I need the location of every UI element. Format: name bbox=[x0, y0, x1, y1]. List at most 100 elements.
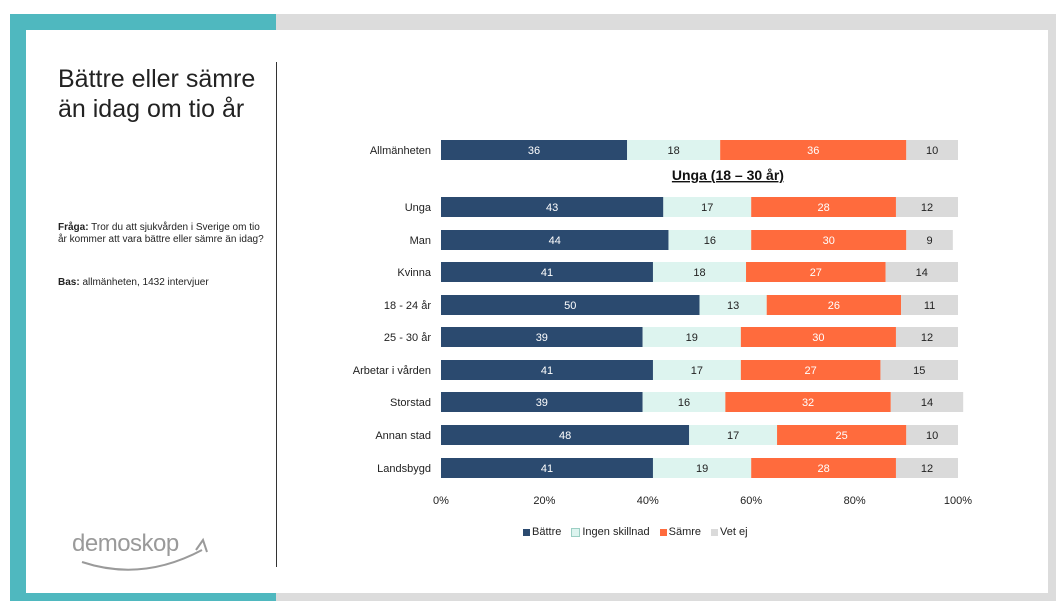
bar-segment bbox=[766, 295, 902, 315]
stacked-bar-chart: Unga (18 – 30 år) Allmänheten 36 18 36 10 Unga… bbox=[353, 140, 972, 507]
data-label: 15 bbox=[913, 365, 925, 377]
bar-segment bbox=[441, 295, 700, 315]
data-label: 48 bbox=[559, 430, 571, 442]
data-label: 27 bbox=[810, 267, 822, 279]
data-label: 50 bbox=[564, 300, 576, 312]
data-label: 19 bbox=[686, 332, 698, 344]
bar-segment bbox=[906, 230, 953, 250]
bar-segment bbox=[895, 197, 958, 217]
base-label: Bas: bbox=[58, 277, 80, 288]
bar-segment bbox=[441, 230, 669, 250]
bar-segment bbox=[441, 140, 628, 160]
bar-segment bbox=[751, 230, 907, 250]
category-label: Arbetar i vården bbox=[353, 365, 431, 377]
bar-segment bbox=[751, 197, 896, 217]
data-label: 41 bbox=[541, 267, 553, 279]
data-label: 26 bbox=[828, 300, 840, 312]
bar-segment bbox=[663, 197, 752, 217]
legend-swatch bbox=[571, 527, 581, 537]
category-label: Annan stad bbox=[375, 430, 431, 442]
legend-label: Ingen skillnad bbox=[582, 526, 650, 538]
legend-swatch bbox=[659, 528, 667, 536]
bar-segment bbox=[885, 262, 958, 282]
vertical-divider bbox=[276, 62, 277, 567]
data-label: 41 bbox=[541, 463, 553, 475]
data-label: 19 bbox=[696, 463, 708, 475]
data-label: 17 bbox=[727, 430, 739, 442]
x-tick-label: 80% bbox=[844, 495, 866, 507]
x-tick-label: 0% bbox=[433, 495, 449, 507]
data-label: 43 bbox=[546, 202, 558, 214]
bar-segment bbox=[720, 140, 907, 160]
bar-segment bbox=[777, 425, 907, 445]
legend-item: Ingen skillnad bbox=[571, 526, 650, 538]
legend-label: Sämre bbox=[668, 526, 702, 538]
base-text: allmänheten, 1432 intervjuer bbox=[82, 277, 209, 288]
question-block: Fråga: Tror du att sjukvården i Sverige … bbox=[58, 222, 268, 246]
category-label: 25 - 30 år bbox=[384, 332, 431, 344]
bar-segment bbox=[642, 392, 726, 412]
category-label: Allmänheten bbox=[370, 145, 431, 157]
base-block: Bas: allmänheten, 1432 intervjuer bbox=[58, 277, 268, 289]
question-label: Fråga: bbox=[58, 222, 89, 233]
data-label: 14 bbox=[916, 267, 928, 279]
bar-segment bbox=[642, 327, 741, 347]
slide-title: Bättre eller sämre än idag om tio år bbox=[58, 65, 256, 123]
data-label: 10 bbox=[926, 430, 938, 442]
data-label: 39 bbox=[536, 332, 548, 344]
data-label: 27 bbox=[805, 365, 817, 377]
data-label: 36 bbox=[528, 145, 540, 157]
bar-segment bbox=[652, 262, 747, 282]
group-heading: Unga (18 – 30 år) bbox=[672, 167, 784, 183]
bar-segment bbox=[441, 327, 643, 347]
question-text: Tror du att sjukvården i Sverige om tio … bbox=[58, 222, 264, 245]
data-label: 30 bbox=[823, 235, 835, 247]
data-label: 17 bbox=[701, 202, 713, 214]
bar-segment bbox=[751, 458, 896, 478]
bar-segment bbox=[441, 425, 690, 445]
data-label: 10 bbox=[926, 145, 938, 157]
bar-segment bbox=[699, 295, 767, 315]
data-label: 13 bbox=[727, 300, 739, 312]
legend-swatch bbox=[523, 528, 530, 536]
chart-legend: Bättre Ingen skillnad Sämre Vet ej bbox=[523, 526, 748, 538]
bar-segment bbox=[441, 262, 653, 282]
category-label: Storstad bbox=[390, 397, 431, 409]
bar-segment bbox=[441, 197, 664, 217]
data-label: 12 bbox=[921, 463, 933, 475]
legend-label: Bättre bbox=[532, 526, 562, 538]
bar-segment bbox=[906, 140, 958, 160]
data-label: 11 bbox=[924, 300, 935, 312]
bar-segment bbox=[880, 360, 958, 380]
data-label: 28 bbox=[817, 202, 829, 214]
frame-border-top bbox=[276, 14, 1056, 30]
legend-item: Bättre bbox=[523, 526, 561, 538]
demoskop-logo: demoskop bbox=[72, 530, 242, 580]
category-label: Man bbox=[410, 235, 431, 247]
frame-accent-bottom bbox=[10, 593, 276, 601]
logo-text: demoskop bbox=[72, 530, 179, 557]
bar-segment bbox=[890, 392, 964, 412]
category-label: Landsbygd bbox=[377, 463, 431, 475]
logo-arrow-icon bbox=[81, 537, 208, 571]
category-label: Kvinna bbox=[397, 267, 432, 279]
data-label: 16 bbox=[704, 235, 716, 247]
frame-accent-top bbox=[10, 14, 276, 30]
category-label: Unga bbox=[405, 202, 432, 214]
category-label: 18 - 24 år bbox=[384, 300, 431, 312]
bar-segment bbox=[906, 425, 958, 445]
data-label: 12 bbox=[921, 332, 933, 344]
data-label: 28 bbox=[817, 463, 829, 475]
legend-swatch bbox=[711, 528, 719, 536]
legend-label: Vet ej bbox=[720, 526, 748, 538]
bar-segment bbox=[895, 327, 958, 347]
data-label: 18 bbox=[693, 267, 705, 279]
data-label: 41 bbox=[541, 365, 553, 377]
legend-item: Vet ej bbox=[711, 526, 748, 538]
frame-border-right bbox=[1048, 14, 1056, 601]
bar-segment bbox=[441, 458, 653, 478]
bar-segment bbox=[668, 230, 752, 250]
data-label: 17 bbox=[691, 365, 703, 377]
bar-segment bbox=[441, 392, 643, 412]
data-label: 9 bbox=[927, 235, 933, 247]
